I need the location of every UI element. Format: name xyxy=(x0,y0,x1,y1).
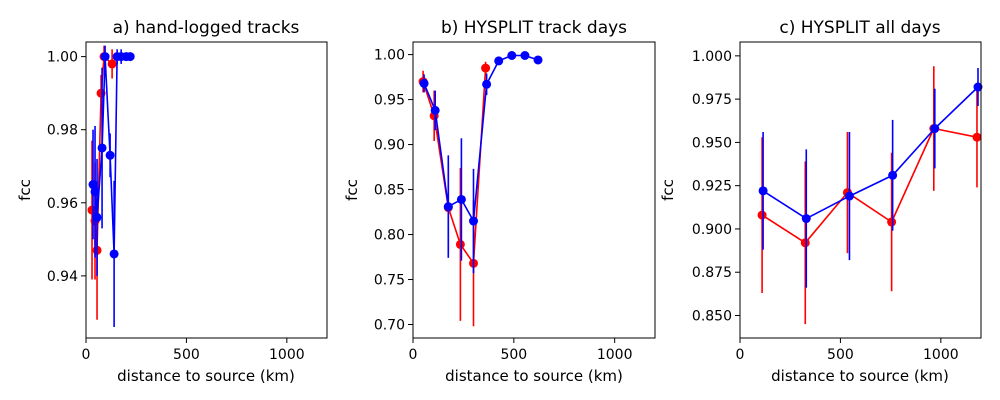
panel-c-xtick-label: 500 xyxy=(827,347,854,363)
panel-a-xlabel: distance to source (km) xyxy=(117,367,295,385)
panel-b-series-red xyxy=(418,61,491,327)
panel-a-ytick-label: 0.98 xyxy=(47,123,78,139)
panel-b-xtick-label: 500 xyxy=(500,347,527,363)
panel-c-ytick-label: 0.975 xyxy=(692,92,732,108)
panel-a-blue-point xyxy=(100,52,110,62)
panel-c-red-point xyxy=(757,210,767,220)
panel-a-xtick-label: 0 xyxy=(82,347,91,363)
panel-a-ytick-label: 0.96 xyxy=(47,196,78,212)
panel-a-xticks: 0 500 1000 xyxy=(82,338,305,363)
panel-c-ytick-label: 0.875 xyxy=(692,265,732,281)
panel-a-red-point xyxy=(107,59,117,69)
panel-b-ytick-label: 0.70 xyxy=(374,318,405,334)
panel-c-xtick-label: 0 xyxy=(736,347,745,363)
panel-c-xticks: 0 500 1000 xyxy=(736,338,959,363)
panel-a-xtick-label: 1000 xyxy=(269,347,305,363)
panel-c-red-line xyxy=(761,127,978,244)
panel-b-red-line xyxy=(422,68,487,265)
panel-b-blue-point xyxy=(443,202,453,212)
panel-c-axes-frame xyxy=(739,41,982,339)
panel-b-blue-point xyxy=(533,55,543,65)
panel-c-red-point xyxy=(800,238,810,248)
panel-c-xtick-label: 1000 xyxy=(923,347,959,363)
panel-a-ytick-label: 0.94 xyxy=(47,269,78,285)
panel-a-blue-point xyxy=(92,212,102,222)
panel-c-blue-point xyxy=(973,82,983,92)
panel-b-blue-point xyxy=(456,194,466,204)
panel-c-series-blue xyxy=(758,67,983,288)
panel-a-blue-point xyxy=(125,52,135,62)
panel-b-blue-point xyxy=(469,216,478,226)
panel-b-red-point xyxy=(455,239,465,249)
panel-c-ytick-label: 0.850 xyxy=(692,308,732,324)
panel-b-blue-point xyxy=(430,105,440,115)
panel-c-blue-point xyxy=(844,191,854,201)
panel-b-series-blue xyxy=(419,50,543,274)
panel-b-ytick-label: 0.90 xyxy=(374,138,405,154)
panel-a-yticks: 0.94 0.96 0.98 1.00 xyxy=(47,50,86,285)
panel-b-xlabel: distance to source (km) xyxy=(445,367,623,385)
panel-b-yticks: 0.70 0.75 0.80 0.85 0.90 0.95 1.00 xyxy=(374,48,413,334)
panel-c-ytick-label: 0.950 xyxy=(692,135,732,151)
panel-a-xtick-label: 500 xyxy=(173,347,200,363)
panel-a-ylabel: fcc xyxy=(16,179,34,201)
panel-a: a) hand-logged tracks distance to source… xyxy=(16,18,328,385)
panel-c-red-point xyxy=(887,217,897,227)
panel-a-blue-point xyxy=(97,143,107,153)
panel-c-blue-point xyxy=(930,124,940,134)
panel-a-title: a) hand-logged tracks xyxy=(113,18,300,38)
panel-c-blue-point xyxy=(801,214,811,224)
panel-a-blue-point xyxy=(105,150,115,160)
panel-b-axes-frame xyxy=(412,41,656,339)
panel-b-ytick-label: 1.00 xyxy=(374,48,405,64)
panel-b-blue-point xyxy=(494,56,504,66)
panel-b-blue-point xyxy=(482,79,492,89)
panel-b-xticks: 0 500 1000 xyxy=(409,338,633,363)
panel-c-blue-point xyxy=(758,186,768,196)
panel-c-xlabel: distance to source (km) xyxy=(771,367,949,385)
panel-c-ytick-label: 0.900 xyxy=(692,222,732,238)
panel-a-blue-point xyxy=(88,180,98,190)
panel-b-series xyxy=(418,50,543,327)
panel-b-blue-point xyxy=(520,50,530,60)
panel-b-title: b) HYSPLIT track days xyxy=(441,18,627,38)
panel-c-ytick-label: 1.000 xyxy=(692,49,732,65)
panel-c-red-point xyxy=(972,132,982,142)
panel-b-xtick-label: 0 xyxy=(409,347,418,363)
panel-a-series-blue xyxy=(88,45,135,328)
panel-b-ytick-label: 0.80 xyxy=(374,228,405,244)
panel-c-yticks: 0.850 0.875 0.900 0.925 0.950 0.975 1.000 xyxy=(692,49,740,324)
panel-b-blue-point xyxy=(507,50,517,60)
panel-b-ytick-label: 0.85 xyxy=(374,183,405,199)
panel-b-ytick-label: 0.75 xyxy=(374,273,405,289)
panel-c-blue-point xyxy=(888,170,898,180)
panel-b-ytick-label: 0.95 xyxy=(374,93,405,109)
panel-c-series xyxy=(757,66,983,325)
panel-a-ytick-label: 1.00 xyxy=(47,50,78,66)
panel-c-blue-line xyxy=(762,86,979,220)
panel-a-series xyxy=(87,45,135,328)
panel-b-blue-line xyxy=(423,54,539,222)
panel-a-blue-point xyxy=(90,187,100,197)
panel-c-ytick-label: 0.925 xyxy=(692,179,732,195)
panel-b-ylabel: fcc xyxy=(343,179,361,201)
panel-c-ylabel: fcc xyxy=(659,179,677,201)
panel-b-blue-point xyxy=(419,78,429,88)
panel-b-red-point xyxy=(481,63,491,73)
panel-a-blue-point xyxy=(109,249,119,259)
panel-b: b) HYSPLIT track days distance to source… xyxy=(343,18,656,385)
panel-c-title: c) HYSPLIT all days xyxy=(779,18,940,38)
panel-a-axes-frame xyxy=(85,41,328,339)
panel-c-series-red xyxy=(757,66,982,325)
panel-c: c) HYSPLIT all days distance to source (… xyxy=(659,18,983,385)
panel-b-xtick-label: 1000 xyxy=(597,347,633,363)
